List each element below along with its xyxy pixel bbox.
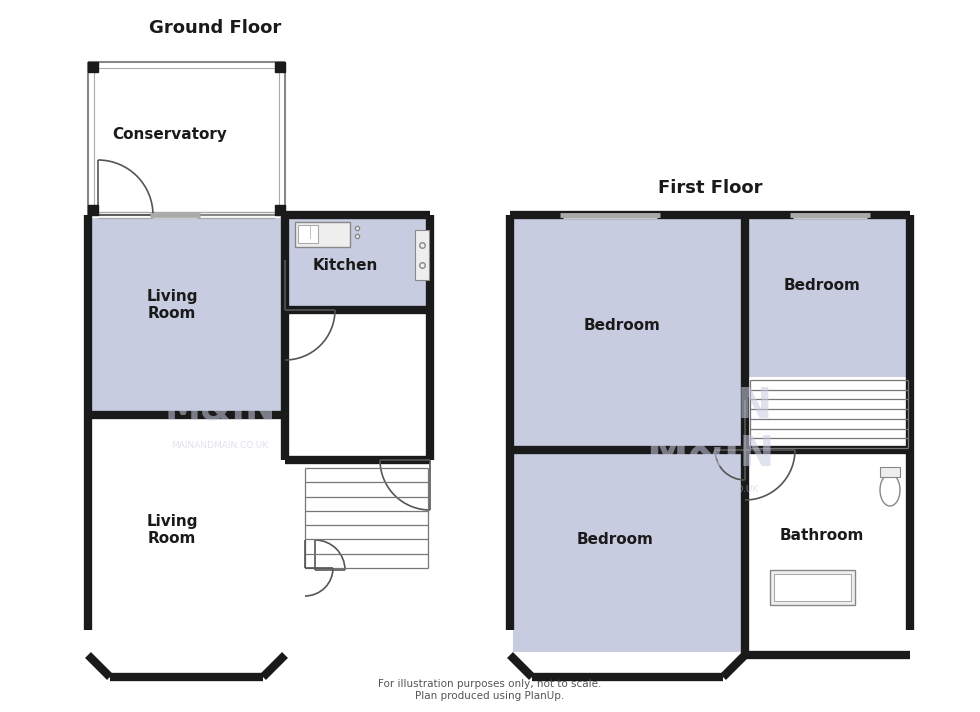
- Bar: [91, 218, 282, 412]
- Text: Kitchen: Kitchen: [313, 258, 377, 273]
- Text: Living
Room: Living Room: [146, 289, 198, 321]
- Bar: [298, 225, 318, 243]
- Text: Bedroom: Bedroom: [784, 278, 860, 293]
- Text: Plan produced using PlanUp.: Plan produced using PlanUp.: [416, 691, 564, 701]
- Text: MAINANDMAIN.CO.UK: MAINANDMAIN.CO.UK: [662, 486, 759, 495]
- Bar: [748, 453, 907, 652]
- Text: Bathroom: Bathroom: [780, 528, 864, 543]
- Bar: [513, 453, 742, 652]
- Text: Living
Room: Living Room: [146, 514, 198, 546]
- Bar: [770, 570, 855, 605]
- Bar: [88, 62, 98, 72]
- Bar: [295, 222, 350, 247]
- Bar: [288, 218, 427, 307]
- Bar: [513, 218, 742, 447]
- Bar: [88, 205, 98, 215]
- Bar: [88, 62, 285, 215]
- Text: Conservatory: Conservatory: [113, 127, 227, 142]
- Text: For illustration purposes only, not to scale.: For illustration purposes only, not to s…: [378, 679, 602, 689]
- Bar: [880, 467, 900, 477]
- Bar: [415, 230, 429, 280]
- Bar: [288, 313, 427, 457]
- Bar: [91, 418, 282, 652]
- Bar: [275, 205, 285, 215]
- Ellipse shape: [880, 474, 900, 506]
- Text: MAIN
M&IN: MAIN M&IN: [646, 384, 774, 476]
- Text: MAINANDMAIN.CO.UK: MAINANDMAIN.CO.UK: [172, 441, 269, 449]
- Bar: [275, 62, 285, 72]
- Bar: [748, 218, 907, 377]
- Text: MAIN
M&IN: MAIN M&IN: [165, 353, 275, 426]
- Text: Bedroom: Bedroom: [583, 318, 661, 333]
- Text: Ground Floor: Ground Floor: [149, 19, 281, 37]
- Text: First Floor: First Floor: [658, 179, 762, 197]
- Bar: [774, 574, 851, 601]
- Text: Bedroom: Bedroom: [576, 533, 654, 548]
